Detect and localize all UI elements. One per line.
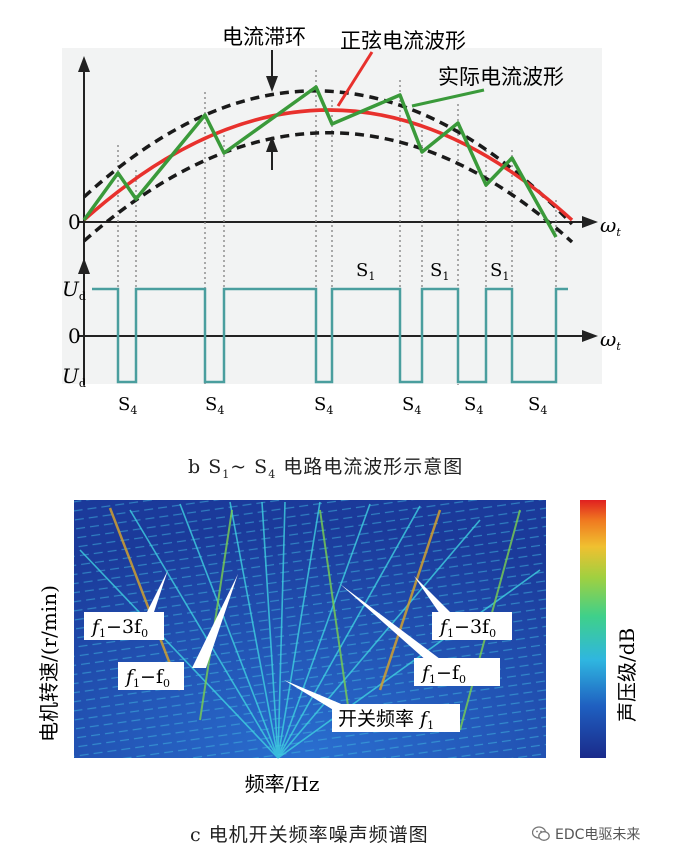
colorbar [580, 500, 606, 758]
bottom-zero-label: 0 [68, 324, 81, 348]
top-y-arrow [78, 56, 90, 72]
watermark-text: EDC电驱未来 [555, 827, 641, 843]
s1-label: S1 [430, 260, 449, 283]
leader-switch-frequency [284, 680, 346, 714]
wechat-icon [532, 826, 550, 841]
watermark: EDC电驱未来 [532, 824, 640, 844]
annotation-f1-3f0-left: f1−3f0 [90, 616, 148, 640]
leader-f1-f0-left [192, 574, 238, 668]
annotation-f1-f0-left: f1−f0 [124, 666, 170, 690]
s4-label: S4 [402, 394, 421, 417]
harmonic-fan-lines [79, 501, 541, 759]
bottom-y-arrow [78, 258, 90, 274]
actual-leader-line [411, 88, 485, 108]
s4-label: S4 [314, 394, 333, 417]
hysteresis-arrowhead-up [266, 136, 278, 152]
leader-f1-3f0-left [144, 570, 168, 618]
ud-upper-label: Ud [62, 277, 86, 303]
hysteresis-upper-bound [82, 89, 574, 226]
caption-c: c 电机开关频率噪声频谱图 [190, 824, 429, 846]
s4-label: S4 [205, 394, 224, 417]
bottom-x-arrow [582, 330, 598, 342]
hysteresis-label: 电流滞环 [222, 25, 306, 49]
caption-b: b S1~ S4 电路电流波形示意图 [188, 456, 464, 481]
annotation-box [118, 662, 184, 690]
s4-label: S4 [464, 394, 483, 417]
ud-lower-label: Ud [62, 364, 86, 390]
sine-leader-line [336, 51, 374, 107]
annotation-box [432, 612, 512, 640]
leader-f1-f0-right [340, 584, 444, 662]
current-waveform-diagram: 电流滞环 正弦电流波形 实际电流波形 0 ωt Ud 0 ωt Ud S1 S1… [62, 25, 621, 417]
x-axis-label: 频率/Hz [245, 772, 320, 796]
hysteresis-lower-bound [82, 131, 574, 244]
colorbar-label: 声压级/dB [615, 628, 639, 722]
s1-label: S1 [490, 260, 509, 283]
s4-label: S4 [528, 394, 547, 417]
s1-label: S1 [356, 260, 375, 283]
annotation-f1-3f0-right: f1−3f0 [438, 616, 496, 640]
actual-waveform-label: 实际电流波形 [438, 65, 564, 89]
sine-waveform-label: 正弦电流波形 [340, 29, 466, 53]
actual-current-waveform [82, 85, 558, 238]
switch-frequency-label: 开关频率 f1 [338, 708, 434, 732]
top-x-arrow [582, 216, 598, 228]
switch-pulse-waveform [92, 287, 568, 384]
top-zero-label: 0 [68, 210, 81, 234]
hysteresis-arrowhead-down [266, 76, 278, 92]
leader-f1-3f0-right [414, 576, 452, 614]
s4-label: S4 [118, 394, 137, 417]
y-axis-label: 电机转速/(r/min) [37, 585, 61, 742]
annotation-box [332, 704, 460, 732]
bottom-omega-label: ωt [600, 327, 621, 353]
annotation-box [414, 658, 500, 686]
annotation-box [84, 612, 164, 640]
noise-spectrum-diagram: f1−3f0 f1−f0 f1−3f0 f1−f0 开关频率 f1 声压级/dB… [37, 500, 639, 796]
highlighted-harmonics [108, 507, 442, 691]
annotation-f1-f0-right: f1−f0 [420, 662, 466, 686]
top-omega-label: ωt [600, 213, 621, 239]
